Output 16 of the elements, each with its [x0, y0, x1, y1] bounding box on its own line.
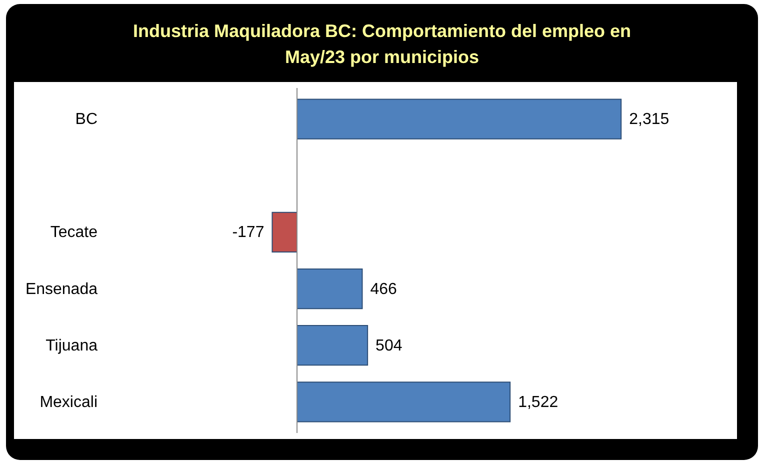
data-label: 2,315	[629, 111, 670, 128]
chart-title: Industria Maquiladora BC: Comportamiento del empleo en May/23 por municipios	[132, 20, 632, 69]
y-tick-label: Tecate	[50, 224, 98, 242]
bar	[296, 98, 622, 140]
data-label: 466	[370, 280, 398, 298]
bar	[296, 382, 511, 422]
data-label: -177	[232, 224, 264, 242]
bar	[296, 325, 368, 366]
y-tick-label: Mexicali	[40, 394, 98, 411]
bar	[272, 212, 298, 253]
bar	[296, 268, 363, 310]
data-label: 1,522	[518, 394, 558, 411]
y-tick-label: Ensenada	[25, 280, 98, 298]
y-tick-label: Tijuana	[46, 337, 98, 354]
y-tick-label: BC	[75, 111, 98, 128]
data-label: 504	[376, 337, 402, 354]
